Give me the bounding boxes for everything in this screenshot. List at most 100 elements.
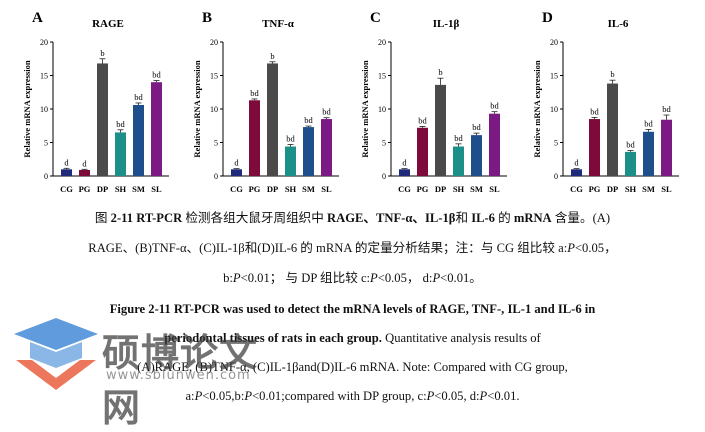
y-tick-label: 5 [554, 139, 558, 148]
bar-SH [115, 132, 126, 176]
y-tick-label: 20 [550, 38, 558, 47]
significance-label: bd [304, 115, 313, 125]
x-tick-label: SH [285, 184, 297, 194]
bar-DP [267, 63, 278, 176]
caption-cn-line3: b:P<0.01； 与 DP 组比较 c:P<0.05， d:P<0.01。 [223, 271, 482, 285]
x-tick-label: SH [115, 184, 127, 194]
bar-SH [453, 146, 464, 176]
significance-label: b [270, 51, 274, 61]
figure-panels: A RAGE Relative mRNA expression 0 5 10 15 20 d CG… [22, 10, 679, 194]
caption-en-line1: Figure 2-11 RT-PCR was used to detect th… [109, 302, 596, 316]
bar-CG [61, 169, 72, 176]
graduation-cap-icon [14, 318, 98, 390]
x-tick-label: SH [453, 184, 465, 194]
bar-DP [607, 83, 618, 176]
panel-letter: B [202, 10, 212, 26]
bar-SL [661, 119, 672, 176]
y-tick-label: 0 [382, 172, 386, 181]
significance-label: bd [472, 122, 481, 132]
x-tick-label: SH [625, 184, 637, 194]
significance-label: bd [454, 133, 463, 143]
significance-label: b [438, 67, 442, 77]
panel-letter: C [370, 10, 381, 26]
y-tick-label: 0 [44, 172, 48, 181]
x-tick-label: SM [302, 184, 315, 194]
x-tick-label: SM [642, 184, 655, 194]
bar-SM [643, 131, 654, 176]
chart-title: RAGE [92, 18, 124, 30]
chart-title: IL-1β [433, 18, 460, 30]
y-tick-label: 15 [550, 72, 558, 81]
y-tick-label: 15 [40, 72, 48, 81]
bar-PG [417, 127, 428, 176]
y-tick-label: 0 [554, 172, 558, 181]
x-tick-label: CG [60, 184, 73, 194]
bar-DP [435, 84, 446, 176]
significance-label: bd [490, 101, 499, 111]
bar-SH [625, 151, 636, 176]
bar-PG [589, 119, 600, 176]
significance-label: bd [590, 106, 599, 116]
significance-label: bd [644, 118, 653, 128]
significance-label: d [574, 158, 579, 168]
significance-label: bd [134, 92, 143, 102]
x-tick-label: PG [79, 184, 91, 194]
bar-PG [249, 100, 260, 176]
bar-PG [79, 169, 90, 176]
y-tick-label: 20 [210, 38, 218, 47]
bar-SH [285, 146, 296, 176]
y-tick-label: 5 [214, 139, 218, 148]
caption-en-line2: periodontal tissues of rats in each grou… [164, 331, 541, 345]
caption-en-line4: a:P<0.05,b:P<0.01;compared with DP group… [185, 389, 520, 403]
y-tick-label: 10 [40, 105, 48, 114]
watermark-url: www.sblunwen.com [106, 368, 251, 383]
x-tick-label: SL [151, 184, 162, 194]
watermark: 硕博论文网 www.sblunwen.com [10, 312, 270, 430]
y-tick-label: 0 [214, 172, 218, 181]
y-tick-label: 15 [210, 72, 218, 81]
significance-label: bd [116, 119, 125, 129]
x-tick-label: SL [661, 184, 672, 194]
x-tick-label: DP [97, 184, 108, 194]
x-tick-label: PG [589, 184, 601, 194]
y-tick-label: 10 [550, 105, 558, 114]
significance-label: d [64, 157, 69, 167]
y-tick-label: 5 [44, 139, 48, 148]
bar-SL [489, 113, 500, 176]
significance-label: b [610, 69, 614, 79]
x-tick-label: DP [435, 184, 446, 194]
x-tick-label: SL [489, 184, 500, 194]
y-tick-label: 15 [378, 72, 386, 81]
bar-CG [571, 169, 582, 176]
x-tick-label: PG [249, 184, 261, 194]
bar-SM [471, 135, 482, 176]
x-tick-label: CG [398, 184, 411, 194]
bar-SL [151, 82, 162, 176]
x-tick-label: CG [570, 184, 583, 194]
y-axis-label: Relative mRNA expression [22, 60, 32, 157]
significance-label: bd [152, 70, 161, 80]
x-tick-label: CG [230, 184, 243, 194]
panel-letter: A [32, 10, 43, 26]
bar-SL [321, 119, 332, 176]
chart-title: TNF-α [262, 18, 295, 30]
y-tick-label: 5 [382, 139, 386, 148]
significance-label: bd [626, 140, 635, 150]
caption-en-line3: (A)RAGE, (B)TNF-α, (C)IL-1βand(D)IL-6 mR… [137, 360, 568, 374]
y-axis-label: Relative mRNA expression [532, 60, 542, 157]
y-axis-label: Relative mRNA expression [192, 60, 202, 157]
significance-label: b [100, 48, 104, 58]
significance-label: bd [322, 107, 331, 117]
y-tick-label: 20 [378, 38, 386, 47]
significance-label: bd [418, 115, 427, 125]
significance-label: d [82, 158, 87, 168]
chart-title: IL-6 [608, 18, 629, 30]
bar-CG [399, 169, 410, 176]
x-tick-label: SM [132, 184, 145, 194]
bar-DP [97, 63, 108, 176]
significance-label: bd [250, 88, 259, 98]
significance-label: d [402, 158, 407, 168]
x-tick-label: SM [470, 184, 483, 194]
panel-letter: D [542, 10, 553, 26]
x-tick-label: SL [321, 184, 332, 194]
